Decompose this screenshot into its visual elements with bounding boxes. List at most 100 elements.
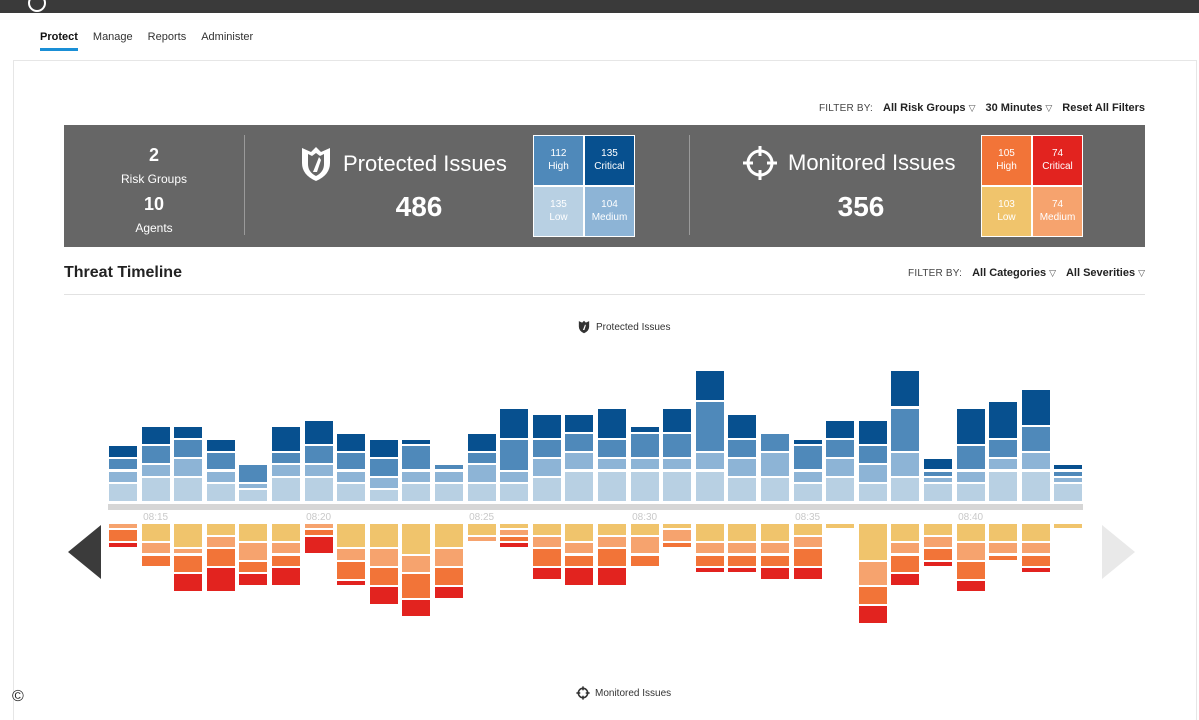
protected-bar-critical-segment[interactable]	[598, 408, 626, 438]
protected-bar-medium-segment[interactable]	[761, 452, 789, 476]
monitored-bar-low-segment[interactable]	[793, 524, 822, 535]
protected-bar-low-segment[interactable]	[206, 484, 235, 501]
protected-medium-tile[interactable]: 104 Medium	[585, 187, 634, 236]
protected-bar-low-segment[interactable]	[695, 471, 724, 501]
protected-bar-high-segment[interactable]	[630, 433, 659, 457]
protected-bar-medium-segment[interactable]	[206, 471, 235, 483]
protected-bar-critical-segment[interactable]	[924, 458, 952, 470]
monitored-bar-high-segment[interactable]	[109, 530, 137, 541]
protected-bar-critical-segment[interactable]	[532, 414, 561, 438]
monitored-bar-low-segment[interactable]	[956, 524, 985, 541]
monitored-bar-critical-segment[interactable]	[109, 542, 137, 548]
monitored-bar-critical-segment[interactable]	[695, 568, 724, 573]
monitored-bar-medium-segment[interactable]	[695, 542, 724, 554]
monitored-bar-critical-segment[interactable]	[1021, 568, 1050, 573]
monitored-bar-high-segment[interactable]	[956, 561, 985, 579]
tab-protect[interactable]: Protect	[40, 31, 78, 51]
protected-bar-critical-segment[interactable]	[793, 440, 822, 445]
monitored-bar-medium-segment[interactable]	[598, 536, 626, 548]
monitored-bar-high-segment[interactable]	[304, 530, 333, 535]
monitored-bar-medium-segment[interactable]	[761, 542, 789, 554]
protected-bar-high-segment[interactable]	[826, 440, 855, 457]
monitored-bar-critical-segment[interactable]	[761, 568, 789, 579]
protected-bar-high-segment[interactable]	[272, 452, 300, 464]
protected-bar-high-segment[interactable]	[174, 440, 203, 457]
protected-bar-low-segment[interactable]	[793, 484, 822, 501]
protected-bar-high-segment[interactable]	[598, 440, 626, 457]
protected-bar-critical-segment[interactable]	[272, 427, 300, 451]
monitored-bar-medium-segment[interactable]	[532, 536, 561, 548]
protected-bar-medium-segment[interactable]	[402, 471, 431, 483]
monitored-bar-low-segment[interactable]	[1054, 524, 1083, 529]
monitored-bar-medium-segment[interactable]	[272, 542, 300, 554]
monitored-bar-low-segment[interactable]	[598, 524, 626, 535]
protected-bar-high-segment[interactable]	[1054, 471, 1083, 476]
protected-bar-medium-segment[interactable]	[598, 458, 626, 470]
protected-bar-high-segment[interactable]	[695, 402, 724, 451]
protected-bar-critical-segment[interactable]	[337, 433, 366, 451]
monitored-bar-critical-segment[interactable]	[239, 574, 268, 585]
monitored-bar-critical-segment[interactable]	[206, 568, 235, 592]
monitored-bar-low-segment[interactable]	[532, 524, 561, 535]
protected-bar-high-segment[interactable]	[1021, 427, 1050, 451]
monitored-bar-low-segment[interactable]	[695, 524, 724, 541]
protected-bar-medium-segment[interactable]	[500, 471, 529, 483]
monitored-bar-low-segment[interactable]	[989, 524, 1018, 541]
protected-bar-high-segment[interactable]	[435, 465, 463, 470]
monitored-bar-medium-segment[interactable]	[435, 549, 463, 567]
monitored-bar-low-segment[interactable]	[141, 524, 170, 541]
protected-bar-medium-segment[interactable]	[272, 465, 300, 476]
protected-bar-high-segment[interactable]	[369, 458, 398, 476]
timeline-next-arrow[interactable]	[1102, 525, 1135, 579]
protected-bar-high-segment[interactable]	[663, 433, 692, 457]
protected-bar-high-segment[interactable]	[239, 465, 268, 483]
monitored-bar-low-segment[interactable]	[500, 524, 529, 529]
protected-bar-medium-segment[interactable]	[532, 458, 561, 476]
monitored-bar-low-segment[interactable]	[206, 524, 235, 535]
protected-bar-critical-segment[interactable]	[663, 408, 692, 432]
protected-bar-critical-segment[interactable]	[826, 421, 855, 438]
monitored-bar-medium-segment[interactable]	[989, 542, 1018, 554]
tab-reports[interactable]: Reports	[147, 31, 187, 43]
protected-bar-medium-segment[interactable]	[956, 471, 985, 483]
protected-bar-critical-segment[interactable]	[728, 414, 757, 438]
protected-bar-high-segment[interactable]	[206, 452, 235, 470]
monitored-bar-low-segment[interactable]	[891, 524, 920, 541]
monitored-bar-medium-segment[interactable]	[239, 542, 268, 560]
protected-bar-high-segment[interactable]	[402, 446, 431, 470]
monitored-bar-high-segment[interactable]	[337, 561, 366, 579]
protected-bar-critical-segment[interactable]	[989, 402, 1018, 438]
monitored-bar-critical-segment[interactable]	[337, 580, 366, 585]
protected-bar-low-segment[interactable]	[598, 471, 626, 501]
protected-bar-medium-segment[interactable]	[467, 465, 496, 483]
protected-bar-high-segment[interactable]	[956, 446, 985, 470]
monitored-bar-high-segment[interactable]	[598, 549, 626, 567]
monitored-bar-medium-segment[interactable]	[500, 530, 529, 535]
monitored-bar-high-segment[interactable]	[858, 587, 887, 604]
protected-critical-tile[interactable]: 135 Critical	[585, 136, 634, 185]
monitored-bar-critical-segment[interactable]	[858, 605, 887, 623]
monitored-bar-low-segment[interactable]	[924, 524, 952, 535]
protected-bar-critical-segment[interactable]	[695, 370, 724, 401]
monitored-bar-high-segment[interactable]	[1021, 555, 1050, 567]
monitored-critical-tile[interactable]: 74 Critical	[1033, 136, 1082, 185]
monitored-bar-medium-segment[interactable]	[793, 536, 822, 548]
protected-bar-critical-segment[interactable]	[174, 427, 203, 438]
monitored-bar-high-segment[interactable]	[239, 561, 268, 573]
protected-bar-low-segment[interactable]	[989, 471, 1018, 501]
protected-high-tile[interactable]: 112 High	[534, 136, 583, 185]
protected-bar-low-segment[interactable]	[109, 484, 137, 501]
monitored-bar-high-segment[interactable]	[174, 555, 203, 573]
protected-bar-low-segment[interactable]	[761, 477, 789, 501]
monitored-bar-low-segment[interactable]	[858, 524, 887, 560]
protected-bar-high-segment[interactable]	[304, 446, 333, 464]
monitored-bar-critical-segment[interactable]	[598, 568, 626, 585]
protected-bar-medium-segment[interactable]	[304, 465, 333, 476]
protected-bar-high-segment[interactable]	[500, 440, 529, 470]
monitored-bar-critical-segment[interactable]	[272, 568, 300, 585]
protected-bar-medium-segment[interactable]	[337, 471, 366, 483]
monitored-bar-high-segment[interactable]	[695, 555, 724, 567]
risk-groups-dropdown[interactable]: All Risk Groups ▽	[883, 102, 975, 114]
protected-bar-critical-segment[interactable]	[402, 440, 431, 445]
protected-bar-high-segment[interactable]	[337, 452, 366, 470]
